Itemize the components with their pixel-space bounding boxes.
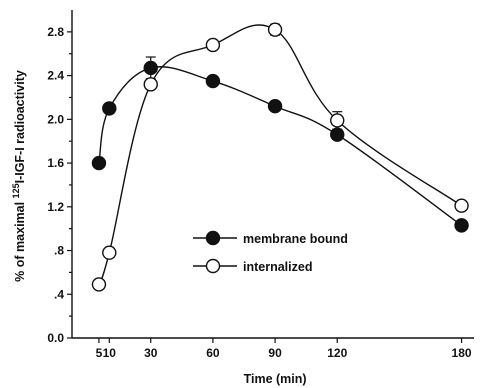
internalized-point <box>143 77 158 92</box>
membrane-bound-point <box>205 73 221 89</box>
internalized-point <box>267 22 283 37</box>
legend-label: membrane bound <box>243 232 348 246</box>
y-tick-label: 2.0 <box>47 112 64 126</box>
x-tick-label: 10 <box>103 346 117 360</box>
x-tick-label: 60 <box>206 346 220 360</box>
y-tick-label: 2.4 <box>47 69 64 83</box>
data-points <box>91 22 469 292</box>
membrane-bound-point <box>102 101 117 116</box>
y-tick-label: 2.8 <box>47 25 64 39</box>
x-tick-label: 180 <box>452 346 472 360</box>
x-tick-label: 5 <box>96 346 103 360</box>
legend-label: internalized <box>243 260 312 274</box>
x-tick-label: 90 <box>268 346 282 360</box>
legend-marker <box>205 258 221 274</box>
membrane-bound-point <box>143 60 158 76</box>
y-axis-title: % of maximal 125I-IGF-I radioactivity <box>11 70 27 282</box>
internalized-point <box>91 277 107 292</box>
axes: 0.0 .4 .8 1.2 1.6 2.0 2.4 2.8 5 10 30 60 90 120 180 Tim… <box>11 10 474 386</box>
x-tick-label: 30 <box>144 346 158 360</box>
y-tick-label: 1.2 <box>47 200 64 214</box>
internalized-point <box>205 37 221 53</box>
legend-marker <box>205 230 221 246</box>
internalized-point <box>454 198 469 213</box>
membrane-bound-point <box>454 218 469 233</box>
membrane-bound-point <box>330 127 345 142</box>
internalized-point <box>330 113 345 128</box>
x-axis-title: Time (min) <box>244 372 307 386</box>
error-bars <box>145 23 343 130</box>
membrane-bound-point <box>267 99 283 114</box>
x-tick-label: 120 <box>327 346 347 360</box>
membrane-bound-point <box>91 155 107 171</box>
y-tick-label: .4 <box>54 287 64 301</box>
y-tick-label: 0.0 <box>47 331 64 345</box>
internalized-point <box>102 245 117 260</box>
y-tick-label: 1.6 <box>47 156 64 170</box>
legend: membrane bound internalized <box>193 230 348 274</box>
y-tick-label: .8 <box>54 244 64 258</box>
